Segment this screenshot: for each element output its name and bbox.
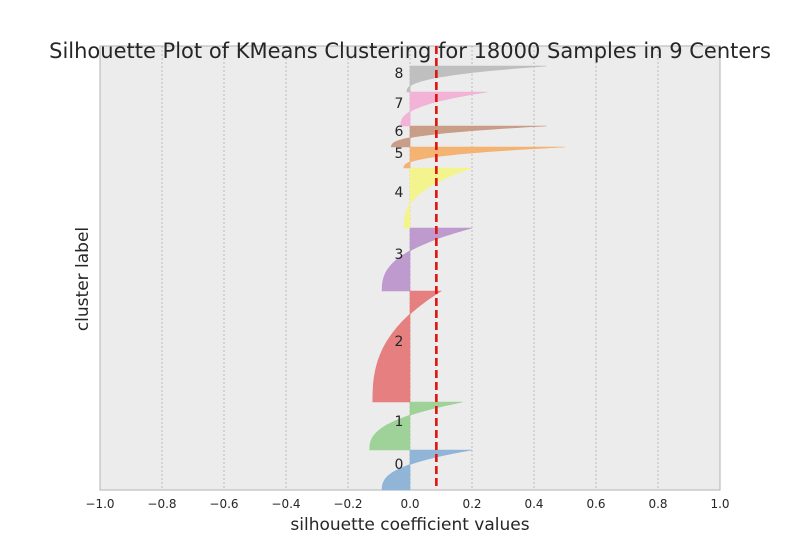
x-tick-label: 0.8 [648,497,667,511]
chart-title: Silhouette Plot of KMeans Clustering for… [49,39,771,63]
cluster-label-0: 0 [395,457,404,473]
cluster-label-7: 7 [395,96,404,112]
x-tick-label: 0.6 [586,497,605,511]
x-tick-label: −1.0 [85,497,114,511]
y-axis-label: cluster label [73,227,93,331]
x-tick-label: −0.4 [271,497,300,511]
cluster-silhouette-7 [400,91,488,127]
cluster-silhouette-3 [381,227,473,292]
cluster-label-8: 8 [395,66,404,82]
cluster-silhouette-6 [391,125,547,148]
x-tick-label: 1.0 [710,497,729,511]
cluster-label-5: 5 [395,146,404,162]
x-tick-label: 0.4 [524,497,543,511]
x-tick-label: −0.2 [333,497,362,511]
cluster-label-1: 1 [395,414,404,430]
cluster-silhouette-1 [369,401,463,451]
cluster-labels: 0 1 2 3 4 5 6 7 8 [395,66,404,473]
cluster-silhouette-2 [372,290,443,403]
x-tick-label: 0.2 [462,497,481,511]
cluster-label-4: 4 [395,185,404,201]
cluster-silhouette-8 [406,65,547,93]
cluster-silhouette-5 [403,146,566,169]
cluster-label-3: 3 [395,247,404,263]
x-axis-label: silhouette coefficient values [290,515,529,535]
cluster-label-2: 2 [395,334,404,350]
cluster-silhouette-4 [403,167,473,229]
vertical-grid [161,46,659,490]
cluster-label-6: 6 [395,124,404,140]
silhouette-areas [369,65,566,491]
cluster-silhouette-0 [381,449,473,491]
x-tick-label: −0.6 [209,497,238,511]
x-tick-label: 0.0 [400,497,419,511]
x-tick-label: −0.8 [147,497,176,511]
x-axis-ticks: −1.0 −0.8 −0.6 −0.4 −0.2 0.0 0.2 0.4 0.6 0.8 1.0 [85,497,729,511]
